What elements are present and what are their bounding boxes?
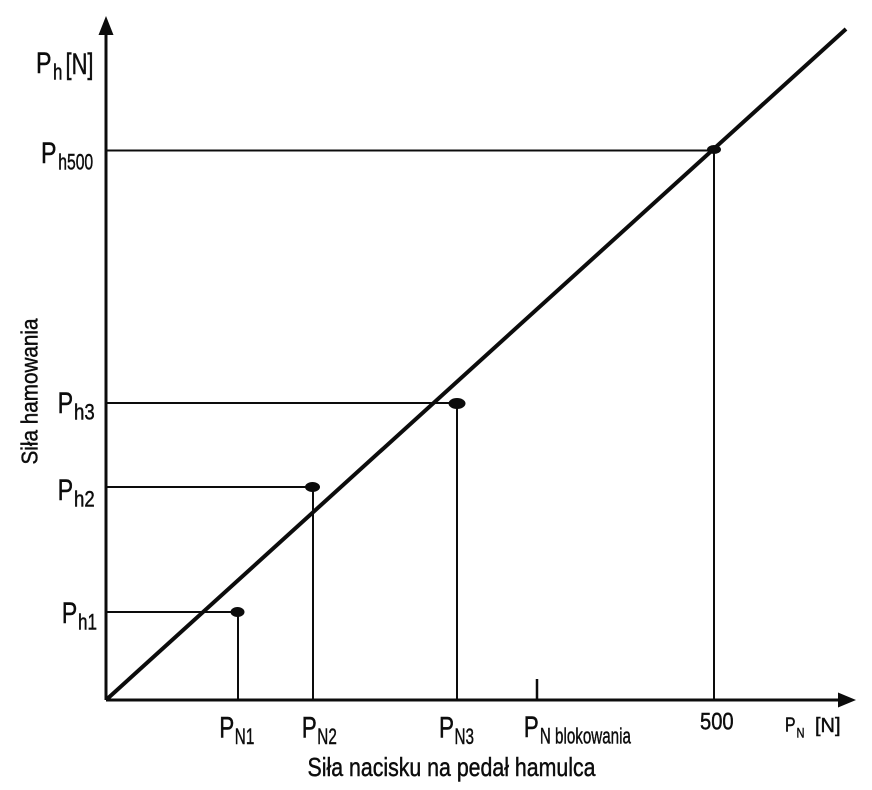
- svg-text:N: N: [797, 724, 805, 740]
- svg-text:500: 500: [700, 708, 734, 735]
- svg-text:h1: h1: [78, 610, 97, 635]
- svg-text:h3: h3: [74, 400, 95, 425]
- svg-text:h2: h2: [74, 487, 95, 512]
- svg-text:P: P: [58, 387, 74, 420]
- svg-text:Siła nacisku na pedał hamulca: Siła nacisku na pedał hamulca: [308, 752, 596, 782]
- svg-text:P: P: [524, 711, 539, 744]
- svg-text:N3: N3: [455, 724, 475, 749]
- svg-text:P: P: [219, 712, 234, 745]
- svg-text:P: P: [439, 712, 454, 745]
- svg-text:P: P: [302, 712, 317, 745]
- svg-text:[N]: [N]: [66, 48, 94, 81]
- svg-text:N2: N2: [317, 724, 337, 749]
- svg-text:P: P: [62, 597, 77, 630]
- svg-text:N1: N1: [235, 724, 255, 749]
- svg-text:P: P: [785, 715, 796, 737]
- svg-text:h: h: [53, 60, 62, 85]
- svg-text:N blokowania: N blokowania: [540, 724, 631, 749]
- svg-text:P: P: [58, 474, 74, 507]
- svg-text:Siła hamowania: Siła hamowania: [17, 318, 43, 464]
- svg-text:P: P: [36, 47, 52, 80]
- svg-text:h500: h500: [58, 150, 93, 175]
- svg-text:[N]: [N]: [815, 715, 841, 737]
- svg-text:P: P: [41, 137, 57, 170]
